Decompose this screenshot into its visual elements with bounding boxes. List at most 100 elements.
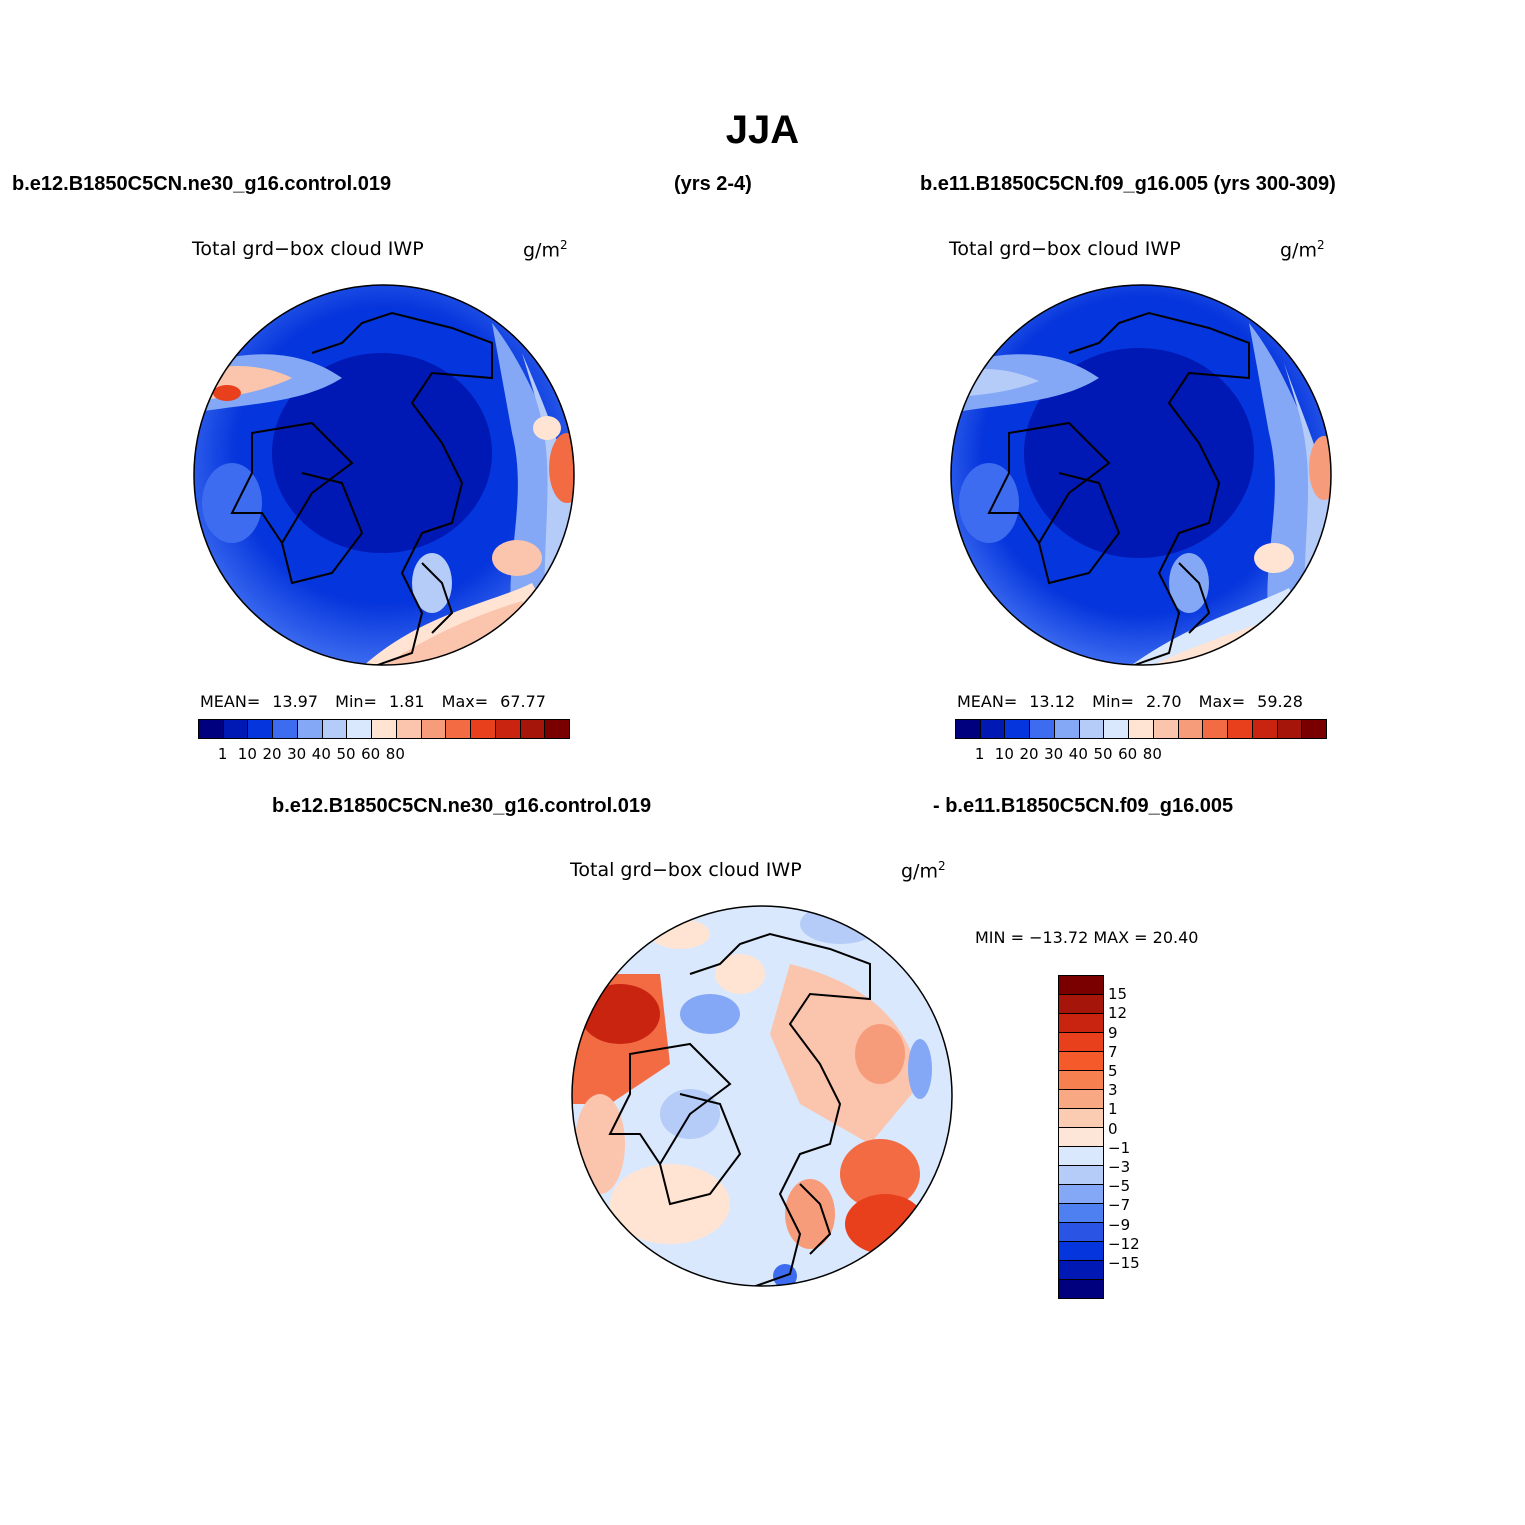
- colorbar-swatch: [980, 720, 1006, 738]
- colorbar-tick-label: 60: [361, 745, 381, 763]
- panel2-title: Total grd−box cloud IWP: [949, 238, 1181, 260]
- colorbar-swatch: [471, 720, 496, 738]
- colorbar-swatch: [1059, 1128, 1103, 1147]
- panel2-colorbar: [955, 719, 1327, 739]
- colorbar-swatch: [248, 720, 274, 738]
- colorbar-tick-label: 40: [1068, 745, 1088, 763]
- colorbar-swatch: [421, 720, 447, 738]
- colorbar-tick-label: −3: [1108, 1158, 1131, 1176]
- diff-map: [571, 905, 953, 1287]
- colorbar-swatch: [297, 720, 323, 738]
- colorbar-swatch: [223, 720, 249, 738]
- colorbar-swatch: [1059, 1033, 1103, 1052]
- panel1-stats: MEAN= 13.97 Min= 1.81 Max= 67.77: [200, 692, 546, 711]
- colorbar-tick-label: 20: [1019, 745, 1039, 763]
- colorbar-tick-label: 5: [1108, 1062, 1118, 1080]
- header-diff-case1: b.e12.B1850C5CN.ne30_g16.control.019: [272, 795, 652, 817]
- colorbar-swatch: [1059, 1242, 1103, 1261]
- colorbar-swatch: [1129, 720, 1154, 738]
- colorbar-tick-label: −5: [1108, 1177, 1131, 1196]
- colorbar-swatch: [1030, 720, 1055, 738]
- header-diff-case2: - b.e11.B1850C5CN.f09_g16.005: [933, 795, 1234, 817]
- header-years: (yrs 2-4): [674, 173, 752, 195]
- colorbar-tick-label: 15: [1108, 985, 1128, 1004]
- colorbar-swatch: [396, 720, 422, 738]
- colorbar-tick-label: −1: [1108, 1138, 1131, 1157]
- colorbar-swatch: [1059, 1204, 1103, 1223]
- colorbar-swatch: [1059, 1147, 1103, 1166]
- colorbar-tick-label: 3: [1108, 1081, 1118, 1100]
- panel1-colorbar: [198, 719, 570, 739]
- colorbar-swatch: [1059, 1223, 1103, 1242]
- colorbar-tick-label: −9: [1108, 1215, 1131, 1234]
- diff-colorbar-labels: 15 12 9 7 5 3 1 0 −1 −3 −5 −7 −9 −12 −15: [1108, 975, 1168, 1285]
- colorbar-swatch: [1059, 1052, 1103, 1071]
- colorbar-swatch: [1277, 720, 1303, 738]
- colorbar-swatch: [1059, 976, 1103, 995]
- panel2-colorbar-labels: 1 10 20 30 40 50 60 80: [955, 745, 1325, 765]
- colorbar-tick-label: 10: [994, 745, 1014, 763]
- colorbar-tick-label: 80: [385, 745, 405, 763]
- colorbar-swatch: [1178, 720, 1204, 738]
- diff-colorbar: [1058, 975, 1104, 1299]
- colorbar-swatch: [273, 720, 298, 738]
- colorbar-swatch: [1059, 1090, 1103, 1109]
- colorbar-swatch: [322, 720, 348, 738]
- colorbar-tick-label: 0: [1108, 1119, 1118, 1138]
- colorbar-swatch: [199, 720, 224, 738]
- colorbar-swatch: [372, 720, 397, 738]
- colorbar-tick-label: 10: [237, 745, 257, 763]
- colorbar-tick-label: 60: [1118, 745, 1138, 763]
- panel2-unit: g/m2: [1280, 238, 1325, 262]
- colorbar-swatch: [545, 720, 570, 738]
- colorbar-tick-label: 80: [1142, 745, 1162, 763]
- colorbar-swatch: [347, 720, 373, 738]
- colorbar-swatch: [1059, 1280, 1103, 1298]
- colorbar-swatch: [1059, 1109, 1103, 1128]
- colorbar-swatch: [1054, 720, 1080, 738]
- colorbar-tick-label: 30: [287, 745, 307, 763]
- colorbar-swatch: [1153, 720, 1179, 738]
- colorbar-swatch: [1059, 1166, 1103, 1185]
- colorbar-swatch: [1252, 720, 1278, 738]
- colorbar-swatch: [1059, 1071, 1103, 1090]
- figure-title: JJA: [725, 108, 800, 152]
- colorbar-tick-label: 50: [1093, 745, 1113, 763]
- colorbar-swatch: [446, 720, 472, 738]
- colorbar-swatch: [1059, 1014, 1103, 1033]
- header-case1: b.e12.B1850C5CN.ne30_g16.control.019: [12, 173, 392, 195]
- colorbar-swatch: [520, 720, 546, 738]
- colorbar-swatch: [956, 720, 981, 738]
- panel2-map: [950, 284, 1332, 666]
- colorbar-tick-label: −15: [1108, 1254, 1140, 1272]
- colorbar-swatch: [1059, 1261, 1103, 1280]
- panel2-stats: MEAN= 13.12 Min= 2.70 Max= 59.28: [957, 692, 1303, 711]
- colorbar-swatch: [495, 720, 521, 738]
- colorbar-swatch: [1079, 720, 1105, 738]
- colorbar-swatch: [1059, 1185, 1103, 1204]
- colorbar-tick-label: 1: [974, 745, 985, 763]
- colorbar-tick-label: 7: [1108, 1042, 1118, 1061]
- colorbar-swatch: [1059, 995, 1103, 1014]
- diff-unit: g/m2: [901, 859, 946, 883]
- diff-minmax: MIN = −13.72 MAX = 20.40: [975, 928, 1199, 947]
- diff-title: Total grd−box cloud IWP: [570, 859, 802, 881]
- colorbar-tick-label: 1: [1108, 1100, 1118, 1119]
- colorbar-swatch: [1104, 720, 1130, 738]
- colorbar-swatch: [1302, 720, 1327, 738]
- colorbar-swatch: [1005, 720, 1031, 738]
- header-case2: b.e11.B1850C5CN.f09_g16.005 (yrs 300-309…: [920, 173, 1336, 195]
- panel1-colorbar-labels: 1 10 20 30 40 50 60 80: [198, 745, 568, 765]
- colorbar-tick-label: 40: [311, 745, 331, 763]
- colorbar-tick-label: −12: [1108, 1234, 1140, 1253]
- panel1-unit: g/m2: [523, 238, 568, 262]
- colorbar-tick-label: 1: [217, 745, 228, 763]
- panel1-title: Total grd−box cloud IWP: [192, 238, 424, 260]
- panel1-map: [193, 284, 575, 666]
- colorbar-tick-label: 9: [1108, 1023, 1118, 1042]
- colorbar-swatch: [1228, 720, 1253, 738]
- colorbar-tick-label: −7: [1108, 1196, 1131, 1215]
- colorbar-tick-label: 20: [262, 745, 282, 763]
- colorbar-swatch: [1203, 720, 1229, 738]
- colorbar-tick-label: 30: [1044, 745, 1064, 763]
